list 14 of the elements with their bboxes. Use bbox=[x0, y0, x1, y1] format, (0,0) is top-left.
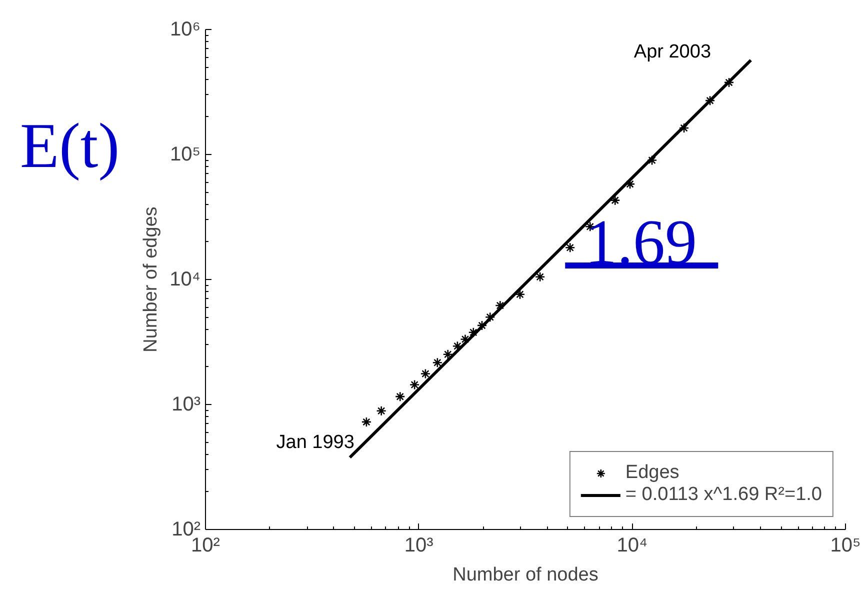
x-axis-title: Number of nodes bbox=[452, 564, 598, 586]
y-axis-title: Number of edges bbox=[140, 206, 162, 352]
x-tick-label: 10⁴ bbox=[616, 534, 648, 556]
y-tick-label: 10⁵ bbox=[170, 144, 201, 166]
y-tick-label: 10³ bbox=[172, 394, 201, 416]
y-tick-label: 10⁶ bbox=[170, 18, 201, 40]
legend-label: = 0.0113 x^1.69 R²=1.0 bbox=[625, 484, 822, 506]
legend-label: Edges bbox=[625, 462, 680, 484]
text: E(t) bbox=[20, 109, 120, 183]
annotation: Jan 1993 bbox=[276, 432, 354, 453]
x-tick-label: 10³ bbox=[404, 534, 434, 556]
x-tick-label: 10⁵ bbox=[830, 534, 861, 556]
annotation: Apr 2003 bbox=[634, 41, 712, 62]
y-tick-label: 10⁴ bbox=[170, 268, 201, 290]
